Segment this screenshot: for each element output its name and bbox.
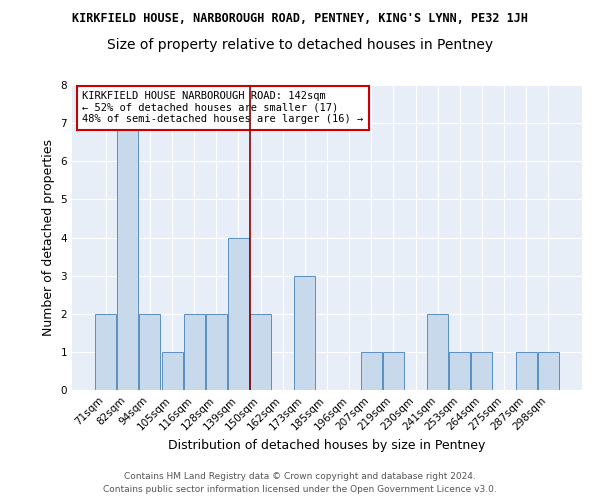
Bar (538, 352, 559, 390)
X-axis label: Distribution of detached houses by size in Pentney: Distribution of detached houses by size … (169, 438, 485, 452)
Bar (472, 352, 493, 390)
Bar (361, 352, 382, 390)
Text: KIRKFIELD HOUSE, NARBOROUGH ROAD, PENTNEY, KING'S LYNN, PE32 1JH: KIRKFIELD HOUSE, NARBOROUGH ROAD, PENTNE… (72, 12, 528, 26)
Text: Contains public sector information licensed under the Open Government Licence v3: Contains public sector information licen… (103, 485, 497, 494)
Bar (427, 314, 448, 390)
Bar (206, 314, 227, 390)
Bar (449, 352, 470, 390)
Bar (228, 238, 249, 390)
Text: KIRKFIELD HOUSE NARBOROUGH ROAD: 142sqm
← 52% of detached houses are smaller (17: KIRKFIELD HOUSE NARBOROUGH ROAD: 142sqm … (82, 91, 364, 124)
Bar (383, 352, 404, 390)
Bar (95, 314, 116, 390)
Text: Contains HM Land Registry data © Crown copyright and database right 2024.: Contains HM Land Registry data © Crown c… (124, 472, 476, 481)
Bar (250, 314, 271, 390)
Y-axis label: Number of detached properties: Number of detached properties (42, 139, 55, 336)
Bar (161, 352, 182, 390)
Bar (295, 276, 316, 390)
Bar (184, 314, 205, 390)
Text: Size of property relative to detached houses in Pentney: Size of property relative to detached ho… (107, 38, 493, 52)
Bar (139, 314, 160, 390)
Bar (515, 352, 536, 390)
Bar (118, 123, 139, 390)
